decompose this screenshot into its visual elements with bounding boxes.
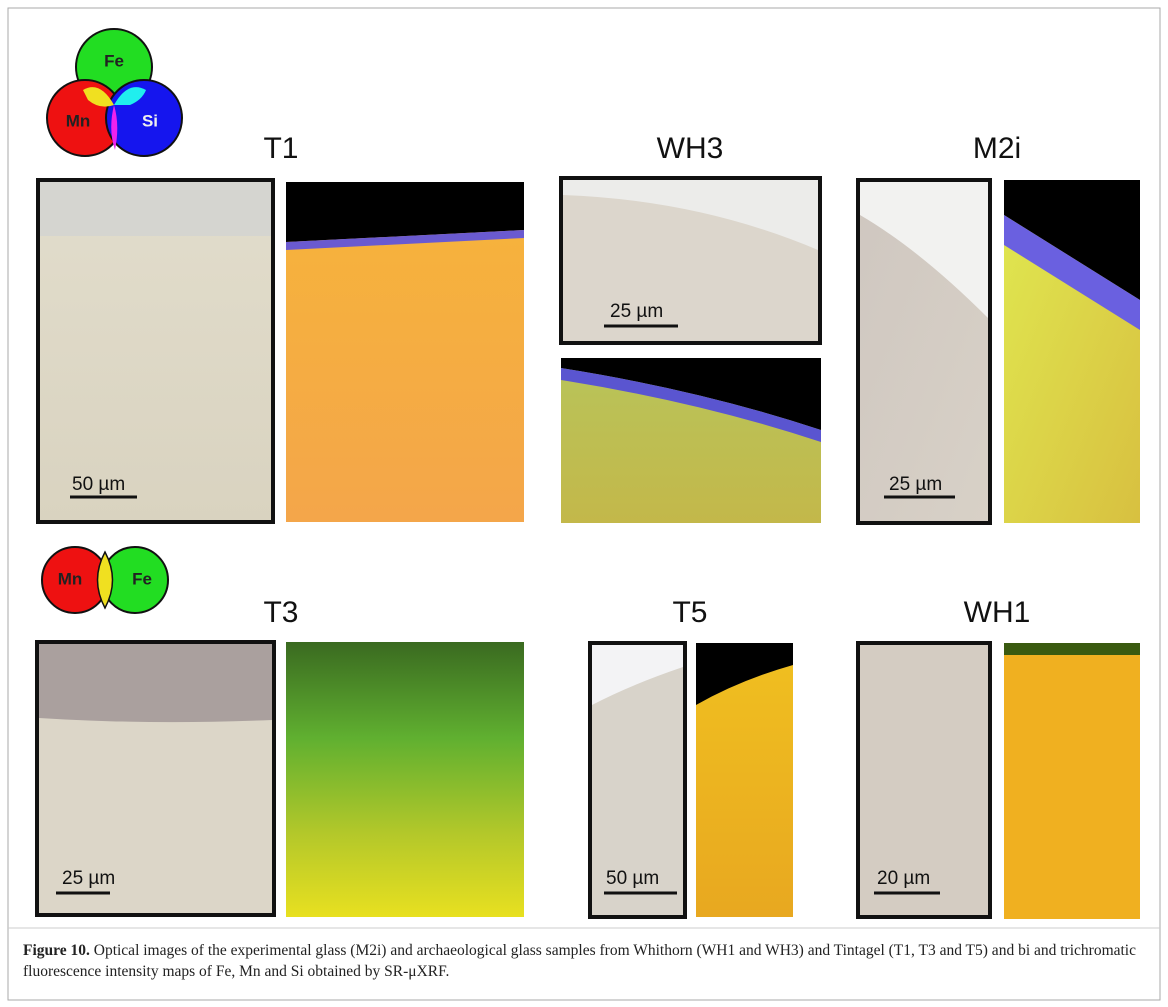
image-region	[1004, 643, 1140, 655]
image-region	[39, 644, 272, 722]
scale-bar-label: 20 µm	[877, 868, 930, 889]
scale-bar-label: 50 µm	[606, 868, 659, 889]
venn-label: Mn	[66, 111, 91, 130]
venn-label: Fe	[132, 569, 152, 588]
caption: Figure 10. Optical images of the experim…	[23, 940, 1148, 982]
xrf-map	[286, 642, 524, 917]
sample-label: WH1	[964, 596, 1031, 629]
scale-bar-label: 25 µm	[610, 301, 663, 322]
sample-label: WH3	[657, 132, 724, 165]
venn-label: Mn	[58, 569, 83, 588]
caption-label: Figure 10.	[23, 942, 90, 959]
sample-label: T5	[672, 596, 707, 629]
sample-label: M2i	[973, 132, 1021, 165]
scale-bar-label: 50 µm	[72, 474, 125, 495]
image-region	[40, 182, 271, 236]
scale-bar-label: 25 µm	[889, 474, 942, 495]
caption-text: Optical images of the experimental glass…	[23, 942, 1136, 980]
venn-label: Si	[142, 111, 158, 130]
xrf-map	[1004, 643, 1140, 919]
venn-rg: Mn Fe	[42, 547, 168, 613]
sample-label: T1	[263, 132, 298, 165]
venn-rgb: Fe Mn Si	[47, 29, 182, 156]
figure-page: Fe Mn Si Mn Fe T1 50 µm WH3 25 µm M2i 25…	[0, 0, 1168, 1007]
venn-label: Fe	[104, 51, 124, 70]
figure: Fe Mn Si Mn Fe T1 50 µm WH3 25 µm M2i 25…	[0, 0, 1168, 1007]
scale-bar-label: 25 µm	[62, 868, 115, 889]
sample-label: T3	[263, 596, 298, 629]
